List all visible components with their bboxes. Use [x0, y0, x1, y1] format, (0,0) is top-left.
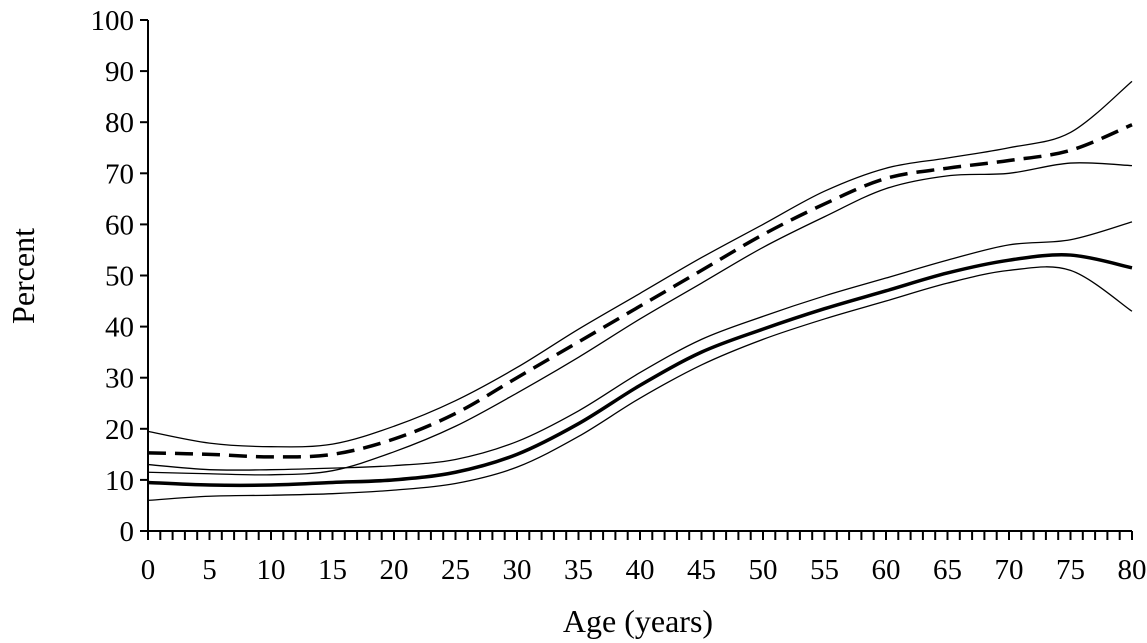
x-tick-label: 25 — [441, 554, 470, 586]
x-tick-label: 35 — [564, 554, 593, 586]
x-tick-label: 10 — [257, 554, 286, 586]
x-tick-label: 60 — [872, 554, 901, 586]
series-1 — [147, 80, 1133, 476]
x-tick-label: 45 — [687, 554, 716, 586]
series-1-line — [147, 123, 1133, 459]
y-tick-label: 100 — [91, 5, 135, 37]
y-tick-label: 40 — [105, 312, 134, 344]
y-tick-label: 90 — [105, 56, 134, 88]
axes — [147, 20, 1132, 532]
x-tick-label: 15 — [318, 554, 347, 586]
y-tick-label: 60 — [105, 209, 134, 241]
series-2-upper-bound — [147, 221, 1133, 471]
x-tick-label: 0 — [141, 554, 156, 586]
y-axis-title: Percent — [5, 228, 41, 324]
y-tick-label: 20 — [105, 414, 134, 446]
series-2-lower-bound — [147, 266, 1133, 501]
plot-area — [147, 80, 1133, 501]
x-tick-label: 40 — [626, 554, 655, 586]
x-tick-label: 55 — [810, 554, 839, 586]
x-tick-label: 80 — [1118, 554, 1147, 586]
y-tick-label: 10 — [105, 465, 134, 497]
y-tick-label: 80 — [105, 107, 134, 139]
x-tick-label: 70 — [995, 554, 1024, 586]
x-axis-title: Age (years) — [563, 603, 713, 639]
y-tick-label: 0 — [120, 516, 135, 548]
x-tick-label: 50 — [749, 554, 778, 586]
y-tick-label: 50 — [105, 261, 134, 293]
y-tick-label: 30 — [105, 363, 134, 395]
x-tick-label: 30 — [503, 554, 532, 586]
ticks: 0 10 20 30 40 50 60 70 80 90 100 0 5 10 15 20 25 30 35 40 45… — [91, 5, 1147, 586]
y-tick-label: 70 — [105, 158, 134, 190]
series-2 — [147, 221, 1133, 501]
x-tick-label: 5 — [202, 554, 217, 586]
series-2-line — [147, 253, 1133, 488]
x-tick-label: 20 — [380, 554, 409, 586]
series-1-upper-bound — [147, 80, 1133, 448]
x-tick-label: 65 — [933, 554, 962, 586]
series-1-lower-bound — [147, 162, 1133, 476]
x-tick-label: 75 — [1056, 554, 1085, 586]
